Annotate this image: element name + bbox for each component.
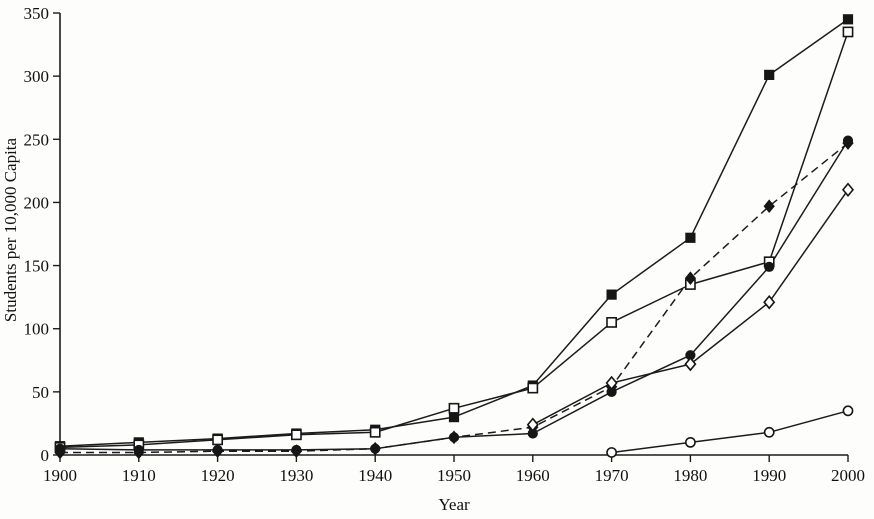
series-open-square-marker <box>290 429 302 441</box>
x-tick-label: 1950 <box>437 466 471 485</box>
series-open-diamond-marker <box>605 375 618 391</box>
y-tick-label: 350 <box>24 4 50 23</box>
series-open-circle-marker <box>763 426 775 438</box>
series-open-square-marker <box>448 402 460 414</box>
x-tick-label: 2000 <box>831 466 865 485</box>
series-filled-square-marker <box>764 69 775 80</box>
series-open-circle-marker <box>842 405 854 417</box>
series-filled-diamond-marker <box>133 445 145 460</box>
x-tick-label: 1930 <box>279 466 313 485</box>
x-tick-label: 1920 <box>201 466 235 485</box>
series-filled-square-marker <box>448 412 460 423</box>
series-open-square-marker <box>606 316 617 328</box>
series-filled-square-marker <box>842 14 854 25</box>
y-tick-label: 250 <box>24 130 50 149</box>
series-filled-diamond-marker <box>54 445 66 460</box>
series-open-diamond-marker <box>684 356 697 372</box>
y-tick-label: 100 <box>24 320 50 339</box>
series-open-square-line <box>59 31 849 449</box>
x-tick-label: 1960 <box>516 466 550 485</box>
series-open-diamond-marker <box>841 182 855 198</box>
series-open-square-marker <box>212 434 223 446</box>
series-filled-diamond-marker <box>211 444 224 458</box>
plot-area: 0 50 100 150 200 250 300 350 1900 1910 1920 1930 194… <box>24 4 866 485</box>
series-filled-diamond-marker <box>448 430 460 445</box>
series-open-diamond-marker <box>526 417 539 432</box>
series-open-circle-marker <box>606 447 617 458</box>
series-filled-circle-marker <box>764 261 775 272</box>
series-open-circle-marker <box>685 436 696 448</box>
y-tick-label: 200 <box>24 193 50 212</box>
y-tick-label: 0 <box>41 446 50 465</box>
series-open-diamond-marker <box>763 294 776 310</box>
x-tick-label: 1990 <box>752 466 786 485</box>
series-filled-diamond-marker <box>842 136 854 150</box>
series-filled-diamond-marker <box>369 441 381 456</box>
series-filled-square-line <box>59 18 849 447</box>
y-axis-title: Students per 10,000 Capita <box>1 137 20 322</box>
series-filled-square-marker <box>685 232 696 243</box>
y-tick-label: 300 <box>24 67 50 86</box>
y-tick-label: 150 <box>24 257 50 276</box>
x-tick-label: 1970 <box>595 466 629 485</box>
x-tick-label: 1900 <box>43 466 77 485</box>
series-open-circle-line <box>611 410 849 454</box>
series-filled-square-marker <box>606 289 617 300</box>
x-tick-label: 1980 <box>673 466 707 485</box>
x-axis-title: Year <box>438 495 470 514</box>
series-open-diamond-line <box>532 189 849 426</box>
x-tick-label: 1940 <box>358 466 392 485</box>
series-filled-diamond-marker <box>763 199 775 213</box>
series-filled-diamond-marker <box>684 271 697 285</box>
series-open-square-marker <box>842 26 854 38</box>
series-open-square-marker <box>527 382 539 394</box>
x-tick-label: 1910 <box>122 466 156 485</box>
y-tick-label: 50 <box>32 383 49 402</box>
series-open-square-marker <box>369 426 381 438</box>
series-filled-diamond-marker <box>290 444 303 458</box>
